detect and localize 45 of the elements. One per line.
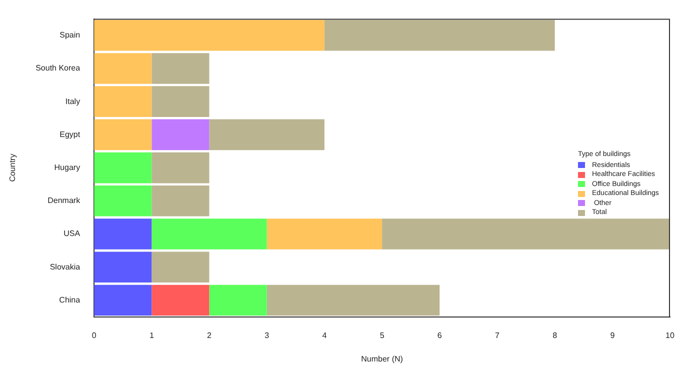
y-tick-label: Denmark (48, 196, 82, 206)
bar (209, 119, 324, 150)
x-tick-label: 5 (380, 330, 385, 340)
y-tick-label: Hugary (54, 163, 80, 172)
y-tick-label: Spain (60, 30, 80, 40)
x-tick-label: 1 (149, 330, 154, 340)
bar (266, 284, 440, 316)
bar (152, 119, 210, 150)
bar (382, 218, 670, 250)
bar (94, 86, 152, 117)
x-tick-label: 0 (92, 330, 97, 340)
bar (94, 218, 152, 250)
y-tick-label: Italy (65, 96, 80, 106)
bar (94, 53, 152, 84)
y-tick-label: Slovakia (50, 262, 81, 272)
x-tick-label: 2 (207, 330, 212, 340)
bar (152, 186, 210, 216)
y-tick-label: Egypt (60, 130, 81, 139)
bar (266, 218, 382, 250)
bar (94, 186, 152, 216)
x-tick-label: 6 (437, 330, 442, 340)
bar (152, 152, 210, 184)
x-tick-label: 3 (264, 330, 270, 340)
y-axis-title: Country (8, 154, 18, 182)
bar (94, 119, 152, 150)
bar (152, 284, 210, 316)
x-tick-label: 9 (610, 330, 616, 340)
bar (152, 53, 210, 84)
bar (152, 218, 267, 250)
y-tick-label: South Korea (36, 64, 81, 73)
x-tick-label: 8 (552, 330, 558, 340)
bar (152, 86, 210, 117)
x-axis-title: Number (N) (361, 354, 404, 364)
bar (94, 20, 324, 51)
bar (94, 252, 152, 283)
x-tick-label: 7 (494, 330, 500, 340)
y-tick-label: USA (64, 229, 81, 238)
bar (209, 284, 267, 316)
y-tick-label: China (59, 295, 81, 304)
bar (94, 152, 152, 184)
x-tick-label: 4 (322, 330, 328, 340)
bar (94, 284, 152, 316)
bar (152, 252, 210, 283)
bar (324, 20, 555, 51)
x-tick-label: 10 (666, 330, 675, 340)
